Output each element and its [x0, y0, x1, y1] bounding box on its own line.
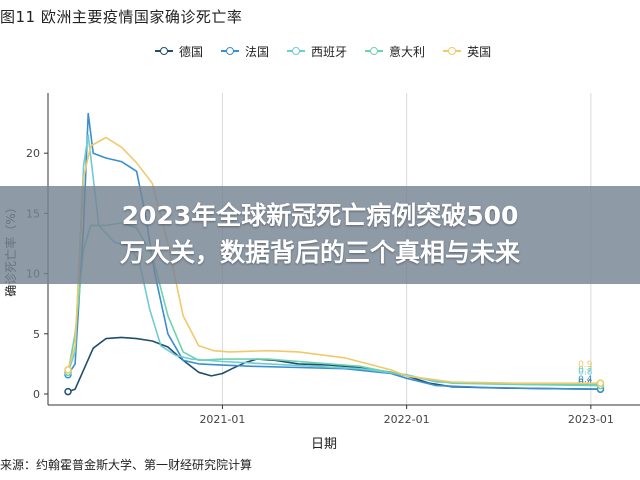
- legend-swatch-uk: [443, 45, 462, 57]
- source-note: 来源：约翰霍普金斯大学、第一财经研究院计算: [0, 458, 253, 472]
- series-end-point-uk: [596, 379, 605, 387]
- legend-item-france[interactable]: 法国: [221, 43, 269, 60]
- x-tick-label: 2022-01: [384, 413, 430, 426]
- series-end-label-uk: 0.9: [578, 360, 593, 370]
- legend-marker: [448, 47, 457, 55]
- chart-title: 图11 欧洲主要疫情国家确诊死亡率: [0, 8, 243, 26]
- y-tick-label: 20: [26, 147, 40, 160]
- legend-item-italy[interactable]: 意大利: [365, 43, 425, 60]
- legend-label-uk: 英国: [467, 44, 492, 59]
- legend-marker: [160, 47, 168, 55]
- x-axis-title: 日期: [311, 437, 337, 452]
- legend: 德国 法国 西班牙 意大利 英国: [155, 42, 509, 60]
- x-tick-label: 2023-01: [568, 413, 614, 426]
- legend-item-spain[interactable]: 西班牙: [287, 43, 347, 60]
- series-line-germany: [67, 336, 601, 393]
- series-line-france: [67, 112, 601, 390]
- legend-item-germany[interactable]: 德国: [155, 43, 203, 60]
- overlay-headline-line2: 万大关，数据背后的三个真相与未来: [119, 238, 520, 267]
- x-tick-label: 2021-01: [199, 413, 245, 426]
- legend-label-germany: 德国: [179, 44, 204, 59]
- y-tick-label: 0: [33, 388, 40, 401]
- legend-swatch-italy: [365, 45, 384, 57]
- series-end-label-france: 0.4: [578, 375, 593, 385]
- series-start-point-germany: [64, 387, 72, 396]
- series-end-label-spain: 0.8: [578, 367, 593, 377]
- legend-swatch-spain: [287, 45, 306, 57]
- y-tick-label: 5: [33, 328, 40, 341]
- legend-label-spain: 西班牙: [311, 44, 348, 59]
- legend-swatch-germany: [155, 45, 173, 57]
- overlay-headline-line1: 2023年全球新冠死亡病例突破500: [121, 201, 519, 230]
- legend-marker: [292, 47, 301, 55]
- series-end-label-italy: 0.7: [578, 366, 592, 376]
- series-start-point-uk: [64, 366, 72, 374]
- legend-item-uk[interactable]: 英国: [443, 43, 491, 60]
- overlay-headline[interactable]: 2023年全球新冠死亡病例突破500 万大关，数据背后的三个真相与未来: [0, 197, 640, 271]
- overlay-banner: [0, 186, 640, 284]
- legend-swatch-france: [221, 45, 240, 57]
- legend-label-france: 法国: [245, 44, 270, 59]
- legend-marker: [226, 47, 235, 55]
- legend-marker: [370, 47, 379, 55]
- series-line-uk: [67, 136, 601, 384]
- legend-label-italy: 意大利: [389, 44, 426, 59]
